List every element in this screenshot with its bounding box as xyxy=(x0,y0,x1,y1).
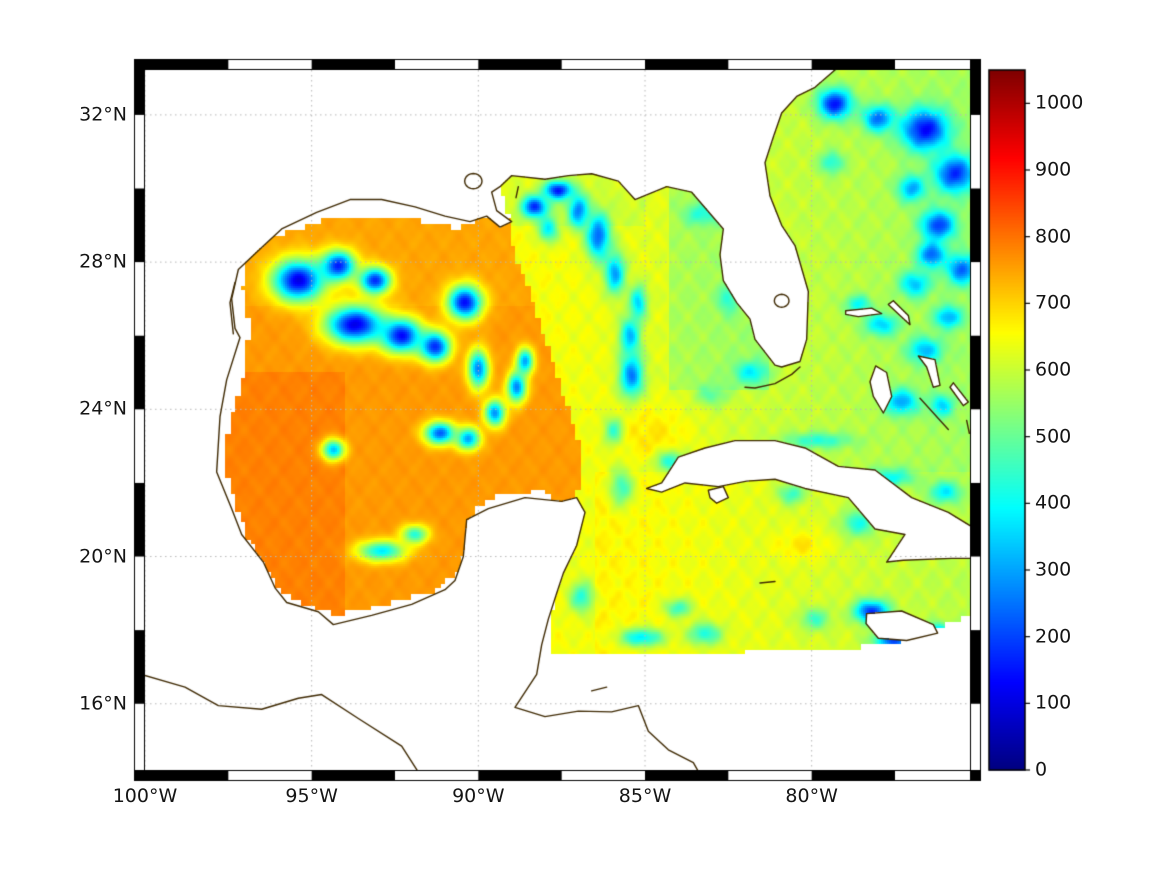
map-heatmap-canvas xyxy=(0,0,1167,875)
figure: 100°W 95°W 90°W 85°W 80°W 16°N 20°N 24°N 28°N 32°… xyxy=(0,0,1167,875)
